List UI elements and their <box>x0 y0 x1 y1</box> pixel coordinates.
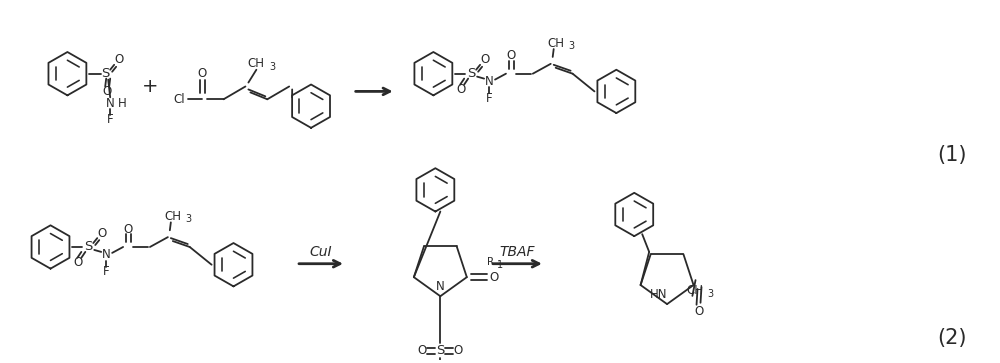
Text: O: O <box>123 223 133 236</box>
Text: (1): (1) <box>938 146 967 166</box>
Text: F: F <box>486 92 492 105</box>
Text: F: F <box>107 114 113 126</box>
Text: S: S <box>467 67 475 80</box>
Text: 3: 3 <box>707 289 713 299</box>
Text: (2): (2) <box>938 327 967 348</box>
Text: O: O <box>489 271 498 284</box>
Text: CH: CH <box>248 57 265 70</box>
Text: CH: CH <box>164 210 181 223</box>
Text: 3: 3 <box>186 215 192 224</box>
Text: CH: CH <box>687 285 704 297</box>
Text: N: N <box>102 248 111 261</box>
Text: S: S <box>436 344 445 357</box>
Text: 3: 3 <box>569 41 575 51</box>
Text: O: O <box>103 85 112 98</box>
Text: N: N <box>106 97 115 110</box>
Text: S: S <box>84 240 92 253</box>
Text: O: O <box>457 83 466 96</box>
Text: N: N <box>436 280 445 293</box>
Text: O: O <box>74 256 83 269</box>
Text: O: O <box>454 344 463 357</box>
Text: O: O <box>480 53 490 66</box>
Text: H: H <box>118 97 126 110</box>
Text: O: O <box>418 344 427 357</box>
Text: O: O <box>506 49 516 62</box>
Text: Cl: Cl <box>174 93 185 106</box>
Text: S: S <box>101 67 109 80</box>
Text: O: O <box>98 227 107 240</box>
Text: 3: 3 <box>269 62 275 72</box>
Text: HN: HN <box>650 288 668 301</box>
Text: CuI: CuI <box>310 245 332 259</box>
Text: R: R <box>487 257 494 268</box>
Text: 1: 1 <box>497 260 503 270</box>
Text: CH: CH <box>547 37 564 50</box>
Text: TBAF: TBAF <box>499 245 535 259</box>
Text: O: O <box>694 305 703 318</box>
Text: O: O <box>197 67 206 80</box>
Text: N: N <box>485 75 493 88</box>
Text: O: O <box>115 53 124 66</box>
Text: F: F <box>103 265 110 278</box>
Text: +: + <box>142 77 158 96</box>
